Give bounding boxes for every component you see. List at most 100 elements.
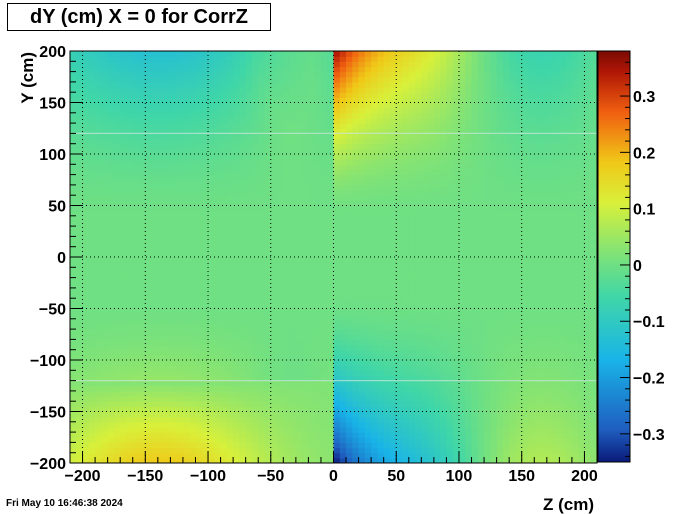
heatmap-cell [113,257,121,263]
heatmap-cell [176,380,184,387]
heatmap-cell [70,117,77,124]
heatmap-cell [76,432,84,438]
heatmap-cell [101,349,109,356]
heatmap-cell [289,442,297,449]
heatmap-cell [427,174,435,181]
heatmap-cell [396,97,404,104]
heatmap-cell [277,76,284,83]
heatmap-cell [446,102,454,109]
heatmap-cell [245,56,253,62]
heatmap-cell [208,81,215,88]
heatmap-cell [189,406,197,413]
heatmap-cell [452,411,460,418]
heatmap-cell [126,117,134,124]
heatmap-cell [239,262,247,268]
heatmap-cell [251,416,259,423]
heatmap-cell [220,123,228,129]
heatmap-cell [452,298,460,304]
heatmap-cell [132,426,140,433]
heatmap-cell [170,195,178,201]
heatmap-cell [458,447,466,454]
heatmap-cell [132,432,140,438]
heatmap-cell [70,195,77,201]
heatmap-cell [308,133,316,140]
heatmap-cell [170,272,178,279]
heatmap-cell [76,375,84,382]
heatmap-cell [82,262,90,268]
heatmap-cell [295,133,303,140]
heatmap-cell [195,416,203,423]
heatmap-cell [182,421,190,428]
heatmap-cell [389,205,397,212]
heatmap-cell [358,344,366,351]
heatmap-cell [88,323,96,330]
heatmap-cell [239,128,247,134]
heatmap-cell [226,303,234,310]
heatmap-cell [421,365,429,371]
heatmap-cell [415,282,422,289]
heatmap-cell [170,396,178,402]
heatmap-cell [70,231,77,237]
heatmap-cell [421,236,429,243]
heatmap-cell [352,190,360,196]
heatmap-cell [145,344,153,351]
heatmap-cell [295,210,303,217]
heatmap-cell [408,61,416,68]
heatmap-cell [157,71,165,78]
heatmap-cell [402,401,410,407]
heatmap-cell [346,143,353,150]
heatmap-cell [415,220,422,227]
heatmap-cell [182,406,190,413]
heatmap-cell [427,112,435,119]
heatmap-cell [101,272,109,279]
heatmap-cell [214,329,222,335]
heatmap-cell [264,246,272,253]
heatmap-cell [302,215,309,222]
heatmap-cell [226,396,234,402]
heatmap-cell [95,51,102,57]
heatmap-cell [176,76,184,83]
heatmap-cell [264,298,272,304]
heatmap-cell [440,169,448,176]
heatmap-cell [339,287,347,294]
heatmap-cell [408,87,416,93]
heatmap-cell [415,138,422,145]
heatmap-cell [82,56,90,62]
heatmap-cell [113,143,121,150]
heatmap-cell [239,298,247,304]
heatmap-cell [352,421,360,428]
heatmap-cell [415,313,422,320]
heatmap-cell [101,303,109,310]
heatmap-cell [95,76,102,83]
heatmap-cell [208,226,215,232]
heatmap-cell [452,112,460,119]
heatmap-cell [226,426,234,433]
heatmap-cell [82,323,90,330]
heatmap-cell [346,251,353,258]
heatmap-cell [220,71,228,78]
heatmap-cell [371,123,379,129]
heatmap-cell [421,390,429,397]
heatmap-cell [383,396,391,402]
heatmap-cell [358,349,366,356]
heatmap-cell [427,148,435,155]
heatmap-cell [258,442,266,449]
heatmap-cell [176,205,184,212]
heatmap-cell [220,169,228,176]
heatmap-cell [283,200,291,207]
heatmap-cell [226,210,234,217]
heatmap-cell [182,272,190,279]
heatmap-cell [383,154,391,160]
heatmap-cell [132,323,140,330]
heatmap-cell [145,190,153,196]
heatmap-cell [277,92,284,98]
heatmap-cell [182,102,190,109]
heatmap-cell [283,174,291,181]
heatmap-cell [302,148,309,155]
heatmap-cell [208,251,215,258]
heatmap-cell [126,241,134,248]
heatmap-cell [176,102,184,109]
heatmap-cell [76,308,84,315]
heatmap-cell [408,117,416,124]
heatmap-cell [245,375,253,382]
